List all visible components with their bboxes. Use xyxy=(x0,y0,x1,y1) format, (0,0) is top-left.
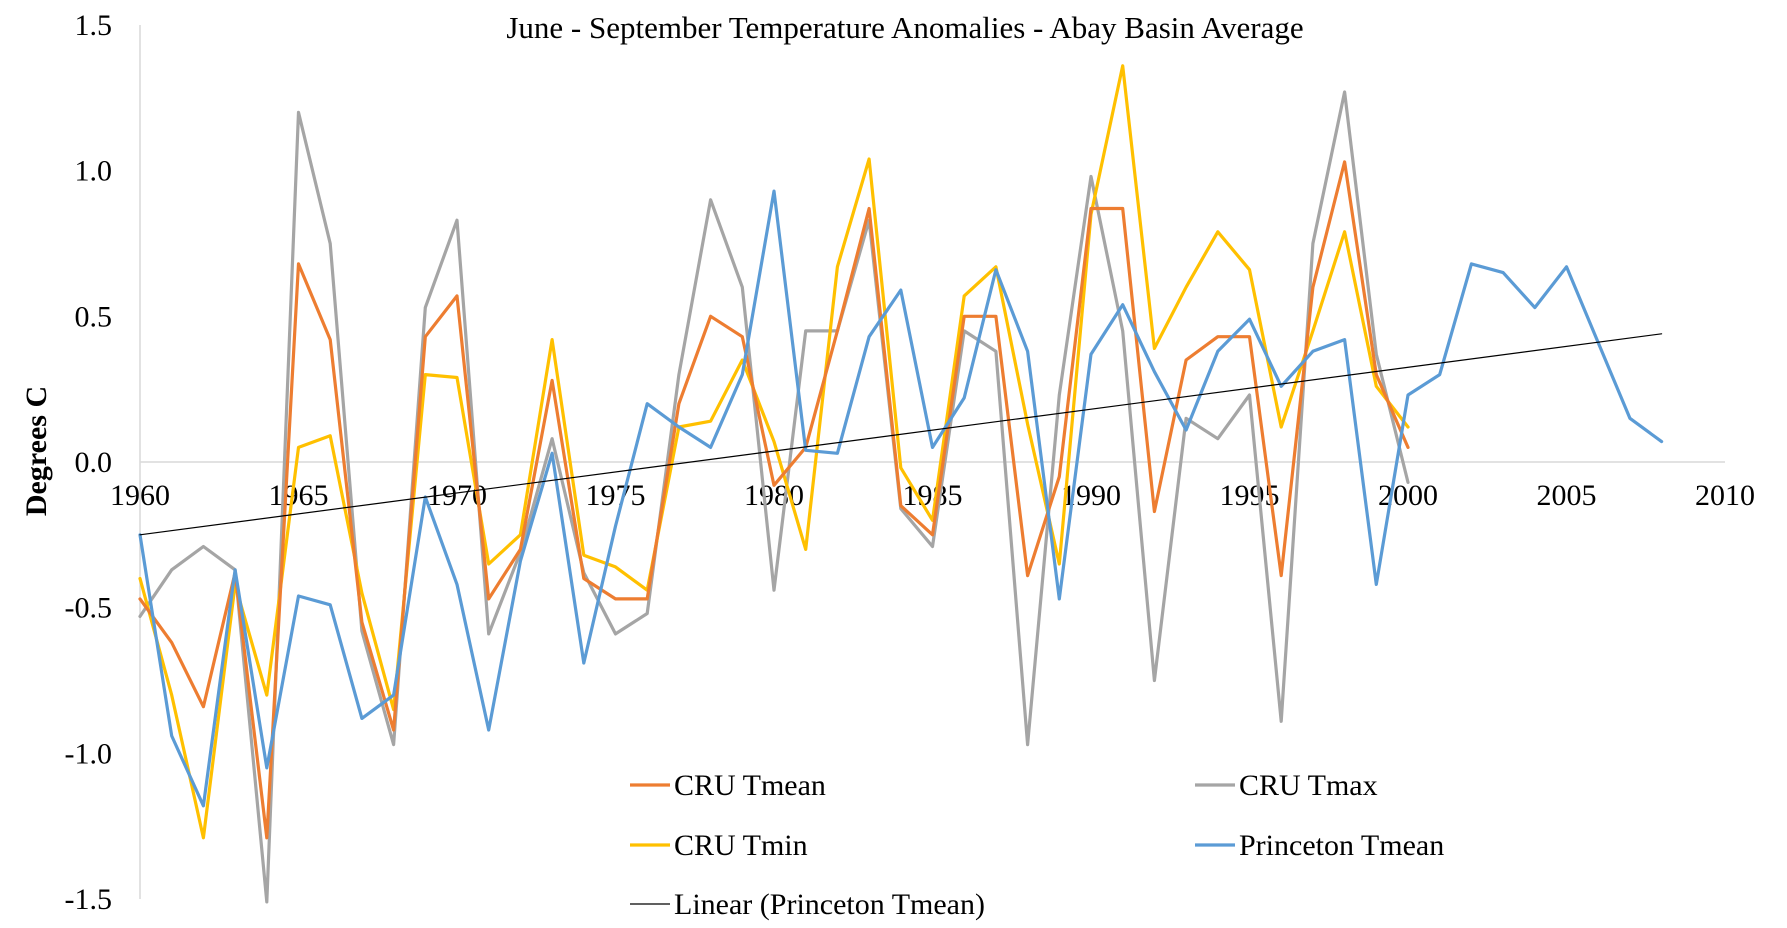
legend-label: Princeton Tmean xyxy=(1239,829,1444,862)
x-tick-label: 2005 xyxy=(1537,479,1597,512)
chart-title: June - September Temperature Anomalies -… xyxy=(506,10,1303,45)
y-tick-label: 0.0 xyxy=(75,446,113,479)
y-tick-label: 1.5 xyxy=(75,9,113,42)
legend-label: CRU Tmean xyxy=(674,769,826,802)
series-layer xyxy=(138,64,1664,904)
y-tick-label: -0.5 xyxy=(65,592,113,625)
x-tick-label: 1965 xyxy=(269,479,329,512)
legend-item: CRU Tmax xyxy=(1195,769,1378,802)
y-tick-label: -1.0 xyxy=(65,737,113,770)
x-tick-label: 2010 xyxy=(1695,479,1755,512)
legend-label: CRU Tmax xyxy=(1239,769,1378,802)
y-axis-label: Degrees C xyxy=(20,386,53,516)
series-line-princeton-tmean xyxy=(138,189,1664,808)
series-line-cru-tmean xyxy=(138,160,1410,840)
legend-item: CRU Tmin xyxy=(630,829,808,862)
series-line-linear-princeton-tmean xyxy=(139,333,1663,536)
legend-item: CRU Tmean xyxy=(630,769,826,802)
legend-item: Princeton Tmean xyxy=(1195,829,1444,862)
legend-item: Linear (Princeton Tmean) xyxy=(630,888,985,921)
legend-label: CRU Tmin xyxy=(674,829,808,862)
x-tick-label: 1975 xyxy=(586,479,646,512)
y-tick-label: 0.5 xyxy=(75,300,113,333)
legend-label: Linear (Princeton Tmean) xyxy=(674,888,985,921)
legend: CRU Tmean CRU Tmax CRU Tmin Princeton Tmean… xyxy=(630,769,1444,921)
series-line-cru-tmin xyxy=(138,64,1410,840)
y-tick-label: -1.5 xyxy=(65,883,113,916)
series-line-cru-tmax xyxy=(138,90,1410,904)
x-tick-label: 1960 xyxy=(110,479,170,512)
y-tick-label: 1.0 xyxy=(75,155,113,188)
